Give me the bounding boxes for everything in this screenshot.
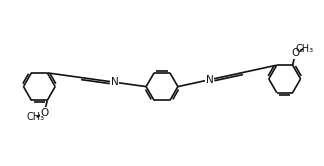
Text: O: O xyxy=(40,108,49,118)
Text: CH₃: CH₃ xyxy=(295,44,313,54)
Text: CH₃: CH₃ xyxy=(27,112,45,122)
Text: N: N xyxy=(206,75,214,85)
Text: N: N xyxy=(110,77,118,87)
Text: O: O xyxy=(291,48,300,58)
